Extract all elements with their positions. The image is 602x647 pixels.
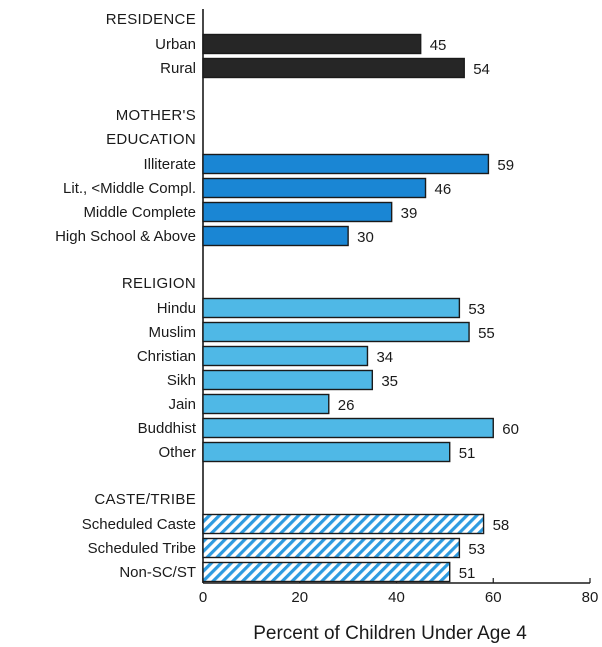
- value-label: 51: [459, 565, 476, 582]
- value-label: 53: [468, 301, 485, 318]
- bar: [202, 561, 451, 583]
- bar: [202, 345, 369, 367]
- bar: [202, 57, 465, 79]
- section-title: CASTE/TRIBE: [94, 491, 196, 508]
- category-label: Urban: [155, 36, 196, 53]
- bar: [202, 441, 451, 463]
- bar: [202, 177, 427, 199]
- x-axis-title: Percent of Children Under Age 4: [253, 623, 527, 644]
- value-label: 58: [493, 517, 510, 534]
- value-label: 45: [430, 37, 447, 54]
- category-label: Rural: [160, 60, 196, 77]
- value-label: 59: [497, 157, 514, 174]
- category-label: Other: [158, 444, 196, 461]
- category-label: Illiterate: [143, 156, 196, 173]
- bar: [202, 537, 461, 559]
- section-title: RESIDENCE: [106, 11, 196, 28]
- category-label: Scheduled Tribe: [88, 540, 196, 557]
- category-label: High School & Above: [55, 228, 196, 245]
- value-label: 26: [338, 397, 355, 414]
- x-tick-label: 60: [485, 589, 502, 606]
- value-label: 54: [473, 61, 490, 78]
- value-label: 55: [478, 325, 495, 342]
- category-label: Middle Complete: [83, 204, 196, 221]
- category-label: Hindu: [157, 300, 196, 317]
- category-label: Jain: [168, 396, 196, 413]
- section-title: EDUCATION: [106, 131, 196, 148]
- bar: [202, 417, 494, 439]
- bar: [202, 513, 485, 535]
- category-label: Muslim: [149, 324, 197, 341]
- bar: [202, 369, 374, 391]
- bar: [202, 321, 470, 343]
- value-label: 46: [435, 181, 452, 198]
- x-tick-label: 40: [388, 589, 405, 606]
- value-label: 30: [357, 229, 374, 246]
- section-title: RELIGION: [122, 275, 196, 292]
- category-label: Lit., <Middle Compl.: [63, 180, 196, 197]
- bar: [202, 297, 461, 319]
- bar: [202, 393, 330, 415]
- x-tick-label: 0: [199, 589, 207, 606]
- x-tick-label: 20: [291, 589, 308, 606]
- category-label: Scheduled Caste: [82, 516, 196, 533]
- bar: [202, 225, 349, 247]
- category-label: Sikh: [167, 372, 196, 389]
- value-label: 35: [381, 373, 398, 390]
- category-label: Buddhist: [138, 420, 197, 437]
- bar: [202, 201, 393, 223]
- value-label: 60: [502, 421, 519, 438]
- value-label: 34: [376, 349, 393, 366]
- bar: [202, 153, 490, 175]
- category-label: Non-SC/ST: [119, 564, 196, 581]
- value-label: 53: [468, 541, 485, 558]
- value-label: 51: [459, 445, 476, 462]
- value-label: 39: [401, 205, 418, 222]
- section-title: MOTHER'S: [116, 107, 196, 124]
- x-tick-label: 80: [582, 589, 599, 606]
- bar: [202, 33, 422, 55]
- category-label: Christian: [137, 348, 196, 365]
